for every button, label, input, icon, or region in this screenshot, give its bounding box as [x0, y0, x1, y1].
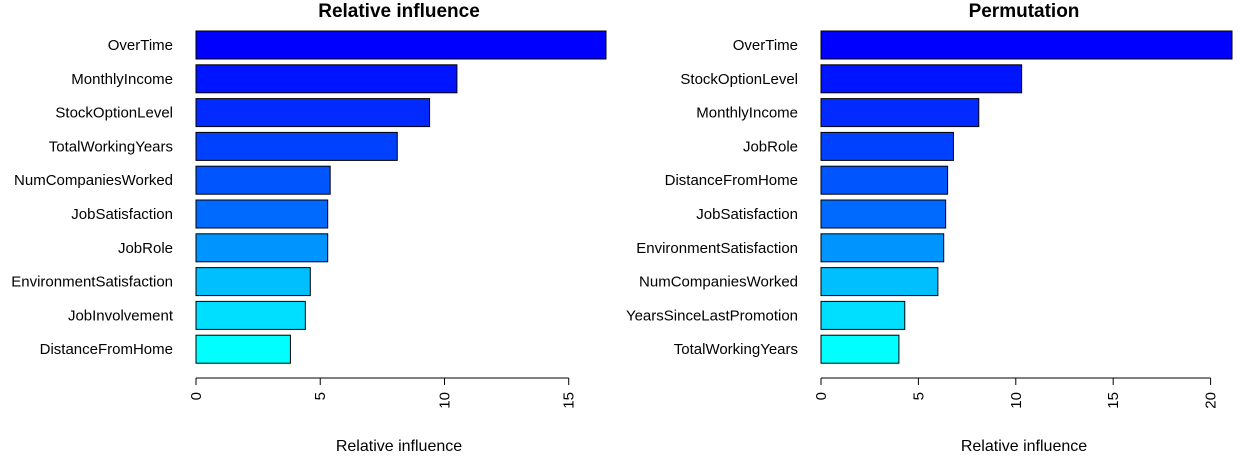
x-axis: 0 5 10 15 20: [813, 377, 1220, 409]
bar-JobRole: [820, 131, 954, 161]
bar-TotalWorkingYears: [195, 131, 398, 161]
category-labels: OverTime MonthlyIncome StockOptionLevel Tot…: [11, 37, 174, 358]
category-label: StockOptionLevel: [680, 71, 798, 88]
x-tick-label: 0: [188, 392, 205, 400]
category-label: TotalWorkingYears: [49, 138, 173, 155]
category-label: EnvironmentSatisfaction: [636, 240, 798, 257]
bar-StockOptionLevel: [195, 98, 431, 128]
category-label: EnvironmentSatisfaction: [11, 274, 173, 291]
bar-NumCompaniesWorked: [195, 165, 331, 195]
bar-DistanceFromHome: [820, 165, 949, 195]
bars-group: [820, 30, 1233, 364]
bar-MonthlyIncome: [820, 98, 980, 128]
chart-title: Permutation: [969, 1, 1080, 22]
x-axis-label: Relative influence: [336, 438, 462, 455]
bar-JobRole: [195, 233, 329, 263]
category-label: JobSatisfaction: [696, 206, 798, 223]
x-axis-label: Relative influence: [961, 438, 1087, 455]
bar-JobSatisfaction: [820, 199, 947, 229]
chart-panel-permutation: Permutation OverTime StockOptionLevel Mont…: [626, 1, 1233, 455]
category-labels: OverTime StockOptionLevel MonthlyIncome Job…: [626, 37, 798, 358]
chart-title: Relative influence: [318, 1, 480, 22]
bar-JobInvolvement: [195, 300, 306, 330]
category-label: JobSatisfaction: [71, 206, 173, 223]
category-label: DistanceFromHome: [665, 172, 798, 189]
x-axis: 0 5 10 15: [188, 377, 578, 409]
bar-MonthlyIncome: [195, 64, 458, 94]
category-label: DistanceFromHome: [40, 341, 173, 358]
x-tick-label: 0: [813, 392, 830, 400]
bar-OverTime: [820, 30, 1233, 60]
category-label: TotalWorkingYears: [674, 341, 798, 358]
category-label: MonthlyIncome: [71, 71, 173, 88]
x-tick-label: 10: [436, 392, 453, 409]
x-tick-label: 15: [561, 392, 578, 409]
chart-panel-relative-influence: Relative influence OverTime MonthlyIncome…: [11, 1, 607, 455]
category-label: StockOptionLevel: [55, 105, 173, 122]
x-tick-label: 5: [910, 392, 927, 400]
bar-EnvironmentSatisfaction: [820, 233, 945, 263]
x-tick-label: 10: [1008, 392, 1025, 409]
category-label: JobRole: [118, 240, 173, 257]
category-label: YearsSinceLastPromotion: [626, 307, 798, 324]
bar-DistanceFromHome: [195, 334, 291, 364]
bar-NumCompaniesWorked: [820, 267, 939, 297]
category-label: JobRole: [743, 138, 798, 155]
bars-group: [195, 30, 607, 364]
bar-TotalWorkingYears: [820, 334, 900, 364]
x-tick-label: 20: [1203, 392, 1220, 409]
bar-EnvironmentSatisfaction: [195, 267, 311, 297]
bar-YearsSinceLastPromotion: [820, 300, 906, 330]
category-label: OverTime: [733, 37, 798, 54]
x-tick-label: 15: [1105, 392, 1122, 409]
bar-OverTime: [195, 30, 607, 60]
category-label: NumCompaniesWorked: [639, 274, 798, 291]
bar-JobSatisfaction: [195, 199, 329, 229]
category-label: NumCompaniesWorked: [14, 172, 173, 189]
category-label: MonthlyIncome: [696, 105, 798, 122]
category-label: JobInvolvement: [68, 307, 174, 324]
category-label: OverTime: [108, 37, 173, 54]
bar-StockOptionLevel: [820, 64, 1023, 94]
x-tick-label: 5: [312, 392, 329, 400]
